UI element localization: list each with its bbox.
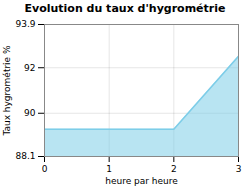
svg-text:heure par heure: heure par heure [105,176,178,186]
svg-text:Taux hygrométrie %: Taux hygrométrie % [2,45,12,137]
svg-text:1: 1 [106,164,112,174]
svg-text:90: 90 [24,108,36,118]
svg-text:2: 2 [171,164,177,174]
html-text:Evolution du taux d'hygrométri: Evolution du taux d'hygrométrie [24,2,226,15]
svg-text:3: 3 [236,164,242,174]
svg-text:93.9: 93.9 [15,19,35,29]
svg-text:0: 0 [42,164,48,174]
svg-text:92: 92 [24,63,35,73]
svg-text:88.1: 88.1 [15,151,35,161]
